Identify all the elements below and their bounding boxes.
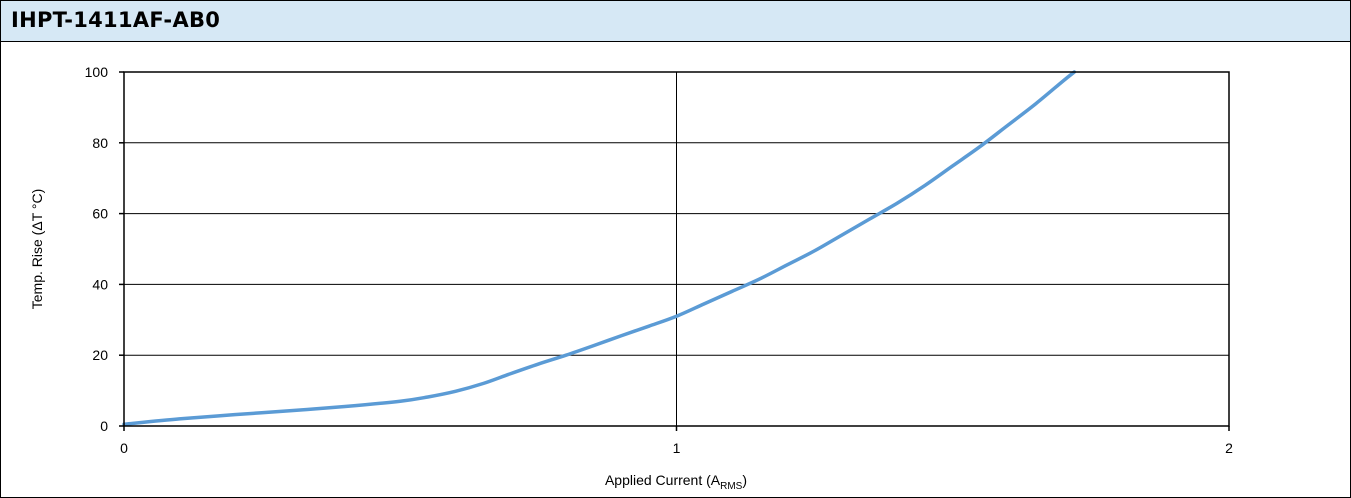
series-line-0 [122, 70, 1077, 426]
x-axis-title: Applied Current (ARMS) [605, 472, 747, 492]
y-tick-label-60: 60 [92, 206, 108, 222]
series-lines [122, 70, 1077, 426]
y-tick-label-40: 40 [92, 276, 108, 292]
y-tick-label-80: 80 [92, 135, 108, 151]
y-tick-labels: 0 20 40 60 80 100 [85, 64, 124, 434]
y-tick-label-0: 0 [100, 418, 108, 434]
y-tick-label-100: 100 [85, 64, 109, 80]
x-tick-label-1: 1 [673, 440, 681, 456]
x-tick-labels: 0 1 2 [120, 426, 1233, 456]
y-tick-label-20: 20 [92, 347, 108, 363]
grid-lines [124, 72, 1229, 426]
chart-title: IHPT-1411AF-AB0 [11, 8, 221, 32]
chart-header: IHPT-1411AF-AB0 [1, 1, 1350, 42]
x-tick-label-0: 0 [120, 440, 128, 456]
y-axis-title: Temp. Rise (ΔT °C) [29, 189, 45, 309]
x-tick-label-2: 2 [1225, 440, 1233, 456]
